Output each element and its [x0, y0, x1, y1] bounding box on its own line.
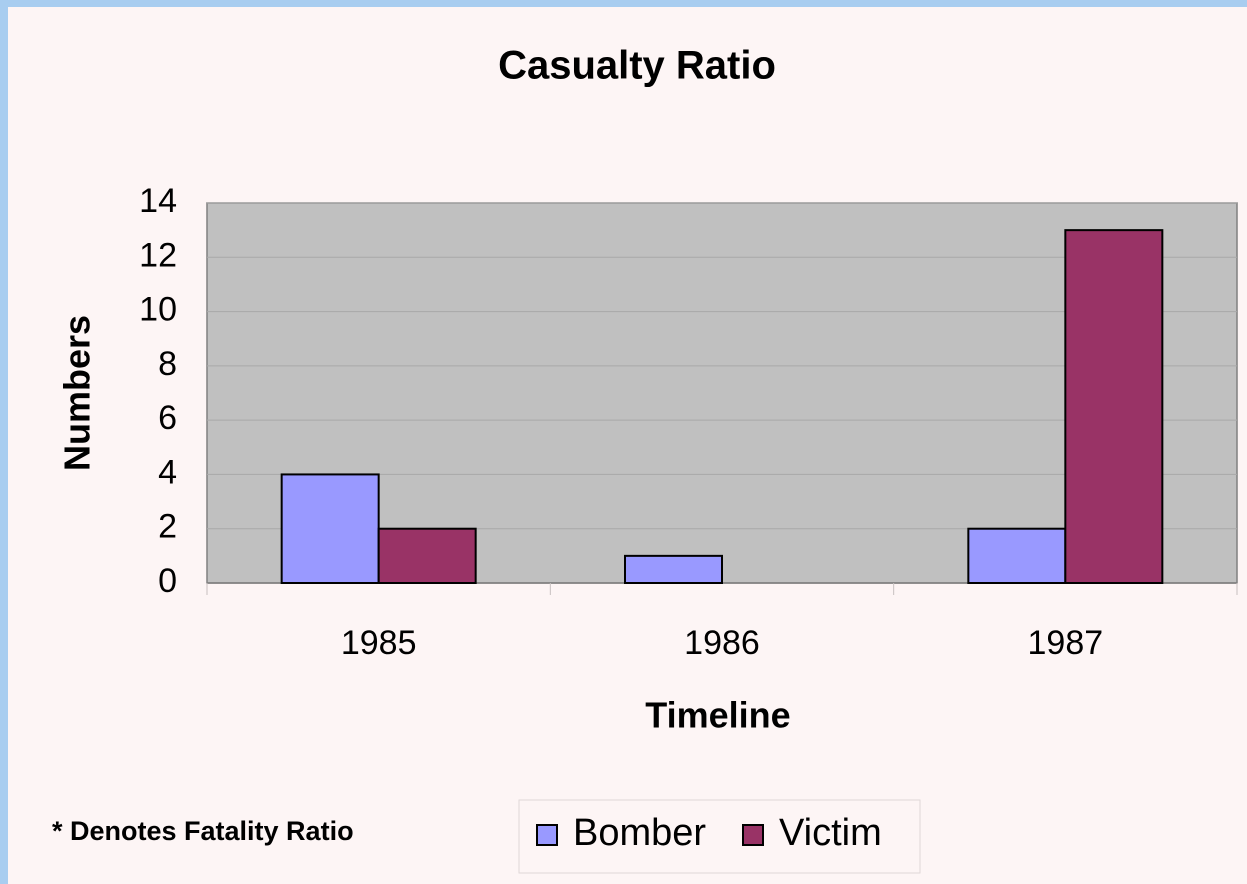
- y-tick-label: 0: [158, 562, 177, 600]
- bar: [377, 527, 477, 585]
- y-tick-label: 10: [139, 291, 177, 329]
- bar: [624, 554, 723, 584]
- bar: [280, 473, 380, 584]
- bar: [1064, 229, 1164, 584]
- y-tick-label: 6: [158, 399, 177, 437]
- legend-label: Bomber: [573, 812, 706, 854]
- y-axis-label: Numbers: [57, 315, 98, 471]
- chart-title: Casualty Ratio: [498, 44, 776, 88]
- legend-swatch: [742, 824, 764, 846]
- x-axis-label: Timeline: [645, 695, 790, 736]
- y-tick-label: 12: [139, 236, 177, 274]
- y-tick-label: 8: [158, 345, 177, 383]
- frame-left: [0, 0, 8, 884]
- bar: [967, 527, 1067, 585]
- annotation: * Denotes Fatality Ratio: [52, 816, 354, 846]
- y-tick-label: 4: [158, 453, 177, 491]
- frame-top: [0, 0, 1247, 7]
- legend-label: Victim: [779, 812, 882, 854]
- y-tick-label: 2: [158, 508, 177, 546]
- x-tick-label: 1986: [684, 624, 760, 662]
- legend-swatch: [536, 824, 558, 846]
- x-tick-label: 1987: [1028, 624, 1104, 662]
- legend-box: [518, 799, 921, 874]
- x-tick-label: 1985: [341, 624, 417, 662]
- y-tick-label: 14: [139, 182, 177, 220]
